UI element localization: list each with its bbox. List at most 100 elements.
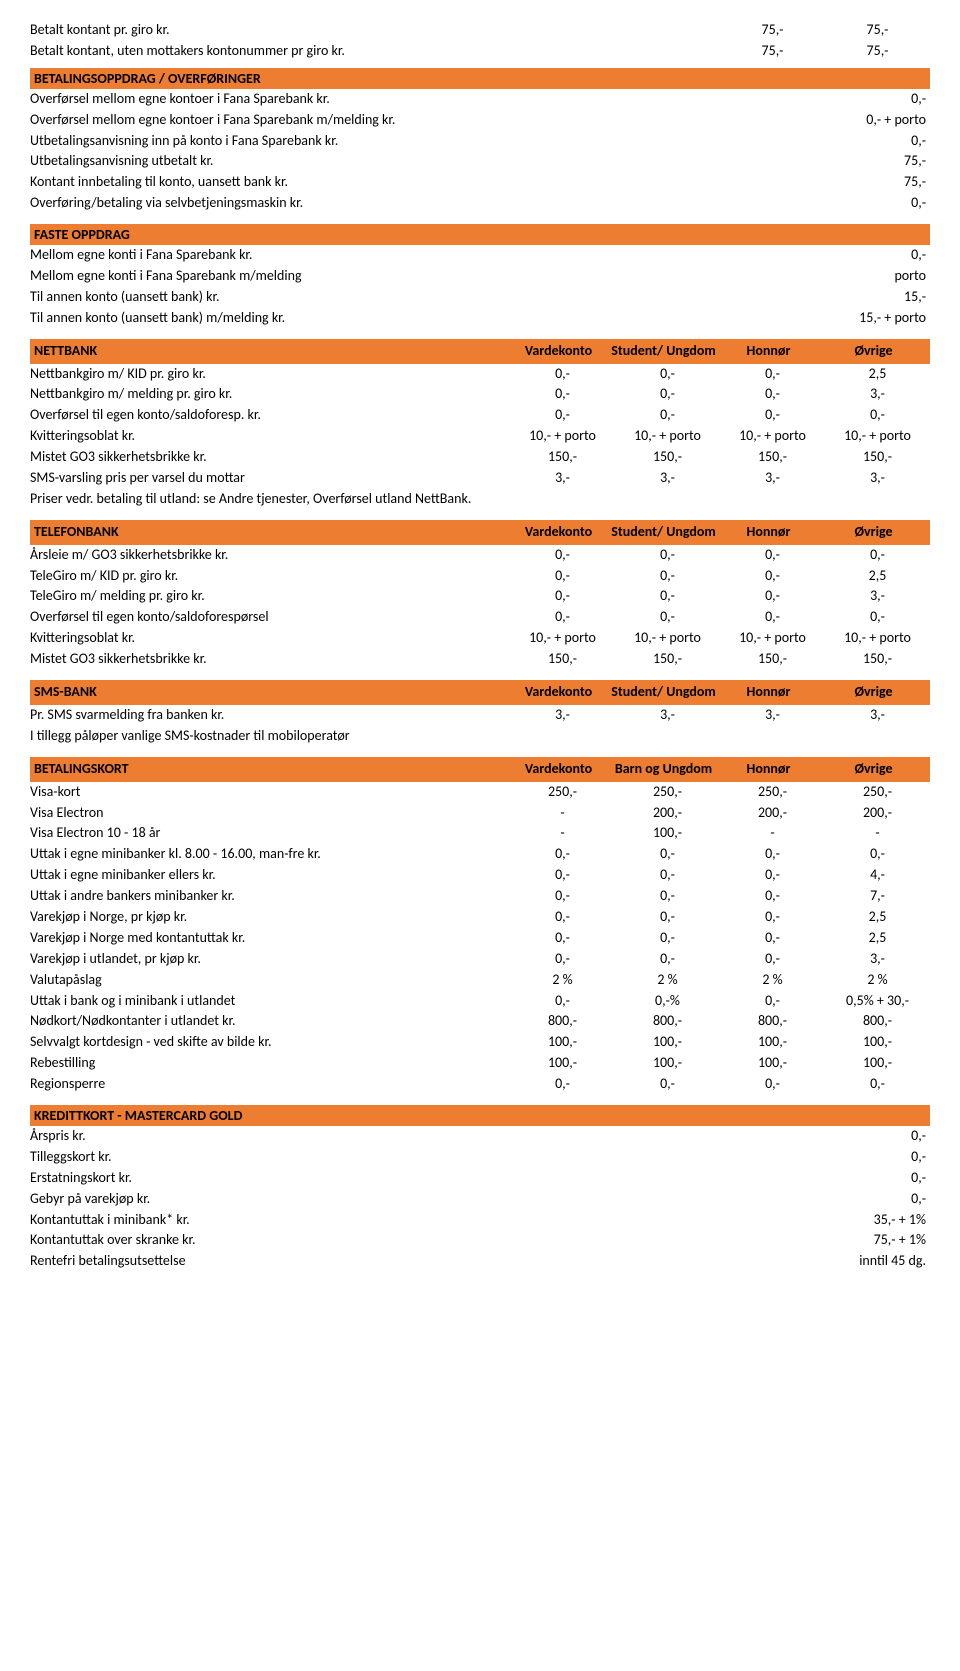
table-row: Årsleie m/ GO3 sikkerhetsbrikke kr.0,-0,… [30, 545, 930, 566]
table-row: Varekjøp i Norge med kontantuttak kr.0,-… [30, 928, 930, 949]
table-row: Tilleggskort kr.0,- [30, 1147, 930, 1168]
col-header: Øvrige [821, 683, 926, 702]
table-row: Nettbankgiro m/ KID pr. giro kr.0,-0,-0,… [30, 364, 930, 385]
value: 0,- [720, 1075, 825, 1094]
label: Overførsel til egen konto/saldoforespørs… [30, 608, 510, 627]
value: 0,- [615, 929, 720, 948]
value: 3,- [615, 469, 720, 488]
table-row: Pr. SMS svarmelding fra banken kr.3,-3,-… [30, 705, 930, 726]
value: 0,- [821, 1169, 930, 1188]
table-row: Varekjøp i utlandet, pr kjøp kr.0,-0,-0,… [30, 949, 930, 970]
value: 75,- [821, 173, 930, 192]
label: Uttak i egne minibanker ellers kr. [30, 866, 510, 885]
section-title: FASTE OPPDRAG [34, 226, 130, 243]
value: 10,- + porto [615, 629, 720, 648]
table-row: Mellom egne konti i Fana Sparebank m/mel… [30, 266, 930, 287]
value: - [720, 824, 825, 843]
section-title: BETALINGSOPPDRAG / OVERFØRINGER [34, 70, 261, 87]
table-row: Visa Electron 10 - 18 år-100,--- [30, 823, 930, 844]
value: 0,- [615, 908, 720, 927]
value: 0,- [825, 608, 930, 627]
label: Overførsel til egen konto/saldoforesp. k… [30, 406, 510, 425]
table-row: Varekjøp i Norge, pr kjøp kr.0,-0,-0,-2,… [30, 907, 930, 928]
table-row: Til annen konto (uansett bank) kr.15,- [30, 287, 930, 308]
value: - [825, 824, 930, 843]
label: Mistet GO3 sikkerhetsbrikke kr. [30, 448, 510, 467]
value: 15,- + porto [821, 309, 930, 328]
value: 0,- [821, 90, 930, 109]
value: 100,- [615, 1033, 720, 1052]
table-row: Rebestilling100,-100,-100,-100,- [30, 1053, 930, 1074]
table-row: Rentefri betalingsutsettelseinntil 45 dg… [30, 1251, 930, 1272]
table-row: Kontant innbetaling til konto, uansett b… [30, 172, 930, 193]
table-row: Mistet GO3 sikkerhetsbrikke kr.150,-150,… [30, 649, 930, 670]
label: Mellom egne konti i Fana Sparebank kr. [30, 246, 821, 265]
value: 0,- [825, 1075, 930, 1094]
value: 0,- [821, 1127, 930, 1146]
value: 10,- + porto [825, 629, 930, 648]
value: 150,- [510, 448, 615, 467]
value: 150,- [720, 448, 825, 467]
label: Uttak i bank og i minibank i utlandet [30, 992, 510, 1011]
table-row: TeleGiro m/ melding pr. giro kr.0,-0,-0,… [30, 586, 930, 607]
table-row: Kontantuttak i minibank* kr.35,- + 1% [30, 1210, 930, 1231]
value: 3,- [825, 950, 930, 969]
value: 800,- [825, 1012, 930, 1031]
section-title: BETALINGSKORT [34, 760, 506, 779]
label: Utbetalingsanvisning inn på konto i Fana… [30, 132, 821, 151]
value: 250,- [510, 783, 615, 802]
col-header: Honnør [716, 683, 821, 702]
value: 10,- + porto [825, 427, 930, 446]
label: Nødkort/Nødkontanter i utlandet kr. [30, 1012, 510, 1031]
value: 100,- [720, 1054, 825, 1073]
value: 0,- [615, 406, 720, 425]
col-header: Barn og Ungdom [611, 760, 716, 779]
col-header: Student/ Ungdom [611, 523, 716, 542]
value: 0,- [821, 1190, 930, 1209]
table-row: Valutapåslag2 %2 %2 %2 % [30, 970, 930, 991]
value: 150,- [615, 650, 720, 669]
table-row: Kontantuttak over skranke kr.75,- + 1% [30, 1230, 930, 1251]
table-row: Uttak i andre bankers minibanker kr.0,-0… [30, 886, 930, 907]
value: 0,- [615, 845, 720, 864]
table-row: Uttak i bank og i minibank i utlandet0,-… [30, 991, 930, 1012]
label: SMS-varsling pris per varsel du mottar [30, 469, 510, 488]
section-title: SMS-BANK [34, 683, 506, 702]
label: Uttak i andre bankers minibanker kr. [30, 887, 510, 906]
label: Nettbankgiro m/ melding pr. giro kr. [30, 385, 510, 404]
value: 0,- [615, 866, 720, 885]
value: 15,- [821, 288, 930, 307]
table-row: Til annen konto (uansett bank) m/melding… [30, 308, 930, 329]
value: 3,- [615, 706, 720, 725]
label: Til annen konto (uansett bank) kr. [30, 288, 821, 307]
table-row: Overførsel mellom egne kontoer i Fana Sp… [30, 89, 930, 110]
label: Rentefri betalingsutsettelse [30, 1252, 821, 1271]
label: Kontantuttak i minibank* kr. [30, 1211, 821, 1230]
value: 0,- + porto [821, 111, 930, 130]
value: 2 % [720, 971, 825, 990]
value: 75,- [720, 21, 825, 40]
value: 3,- [825, 385, 930, 404]
value: 100,- [825, 1054, 930, 1073]
section-title: TELEFONBANK [34, 523, 506, 542]
value: 200,- [825, 804, 930, 823]
table-row: Erstatningskort kr.0,- [30, 1168, 930, 1189]
value: - [510, 824, 615, 843]
value: 0,- [510, 406, 615, 425]
value: 100,- [825, 1033, 930, 1052]
label: Valutapåslag [30, 971, 510, 990]
col-header: Vardekonto [506, 523, 611, 542]
label: Til annen konto (uansett bank) m/melding… [30, 309, 821, 328]
value: 3,- [510, 706, 615, 725]
value: 3,- [825, 469, 930, 488]
table-row: Overførsel til egen konto/saldoforespørs… [30, 607, 930, 628]
col-header: Vardekonto [506, 342, 611, 361]
value: 0,- [720, 950, 825, 969]
value: 75,- [825, 42, 930, 61]
label: Nettbankgiro m/ KID pr. giro kr. [30, 365, 510, 384]
value: 0,- [825, 546, 930, 565]
value: 0,- [510, 567, 615, 586]
label: Pr. SMS svarmelding fra banken kr. [30, 706, 510, 725]
value: 2,5 [825, 908, 930, 927]
value: 150,- [825, 650, 930, 669]
